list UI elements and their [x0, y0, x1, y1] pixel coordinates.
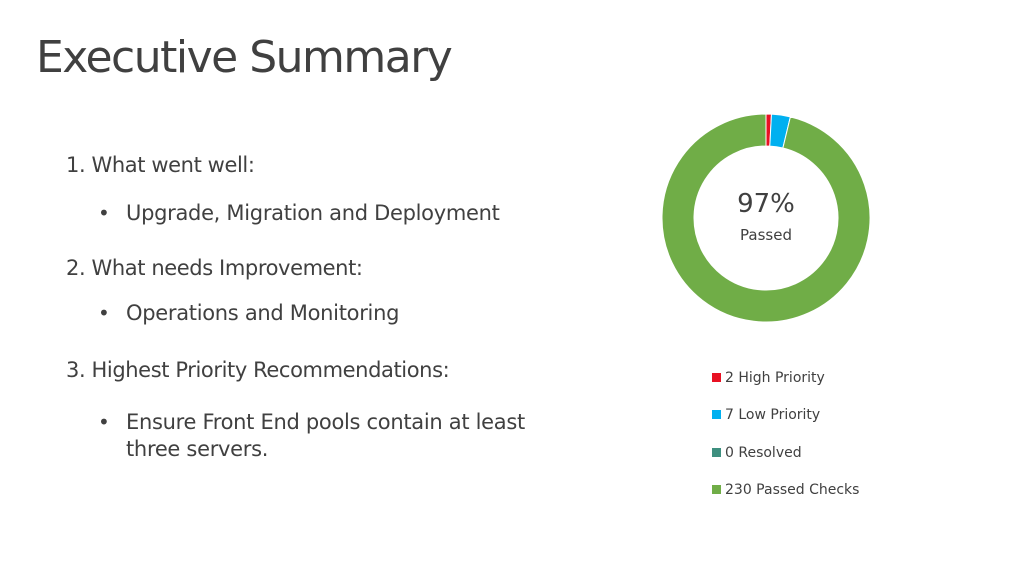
bullet-glyph: •	[98, 301, 110, 325]
legend-entry-high-priority: 2 High Priority	[712, 370, 825, 386]
legend-entry-resolved: 0 Resolved	[712, 445, 802, 461]
chart-center-value: 97%	[737, 189, 795, 219]
legend-label: 0 Resolved	[725, 445, 802, 461]
legend-swatch	[712, 373, 721, 382]
bullet-glyph: •	[98, 201, 110, 225]
bullet-item-went-well: • Upgrade, Migration and Deployment	[98, 200, 566, 227]
legend-swatch	[712, 410, 721, 419]
donut-slice-passed-checks	[661, 113, 871, 323]
bullet-text: Operations and Monitoring	[126, 301, 400, 325]
legend-swatch	[712, 448, 721, 457]
donut-slices	[661, 113, 871, 323]
legend-entry-low-priority: 7 Low Priority	[712, 407, 820, 423]
legend-label: 7 Low Priority	[725, 407, 821, 423]
legend-swatch	[712, 485, 721, 494]
section-heading-recommendations: 3. Highest Priority Recommendations:	[66, 358, 450, 382]
chart-center-label: Passed	[740, 226, 792, 244]
bullet-text: Ensure Front End pools contain at least …	[126, 410, 525, 461]
bullet-text: Upgrade, Migration and Deployment	[126, 201, 500, 225]
legend-entry-passed-checks: 230 Passed Checks	[712, 482, 859, 498]
legend-label: 230 Passed Checks	[725, 482, 860, 498]
bullet-item-needs-improvement: • Operations and Monitoring	[98, 300, 566, 327]
section-heading-went-well: 1. What went well:	[66, 153, 255, 177]
bullet-glyph: •	[98, 410, 110, 434]
legend-label: 2 High Priority	[725, 370, 825, 386]
section-heading-needs-improvement: 2. What needs Improvement:	[66, 256, 363, 280]
bullet-item-recommendation: • Ensure Front End pools contain at leas…	[98, 409, 566, 463]
slide-title: Executive Summary	[36, 32, 453, 83]
